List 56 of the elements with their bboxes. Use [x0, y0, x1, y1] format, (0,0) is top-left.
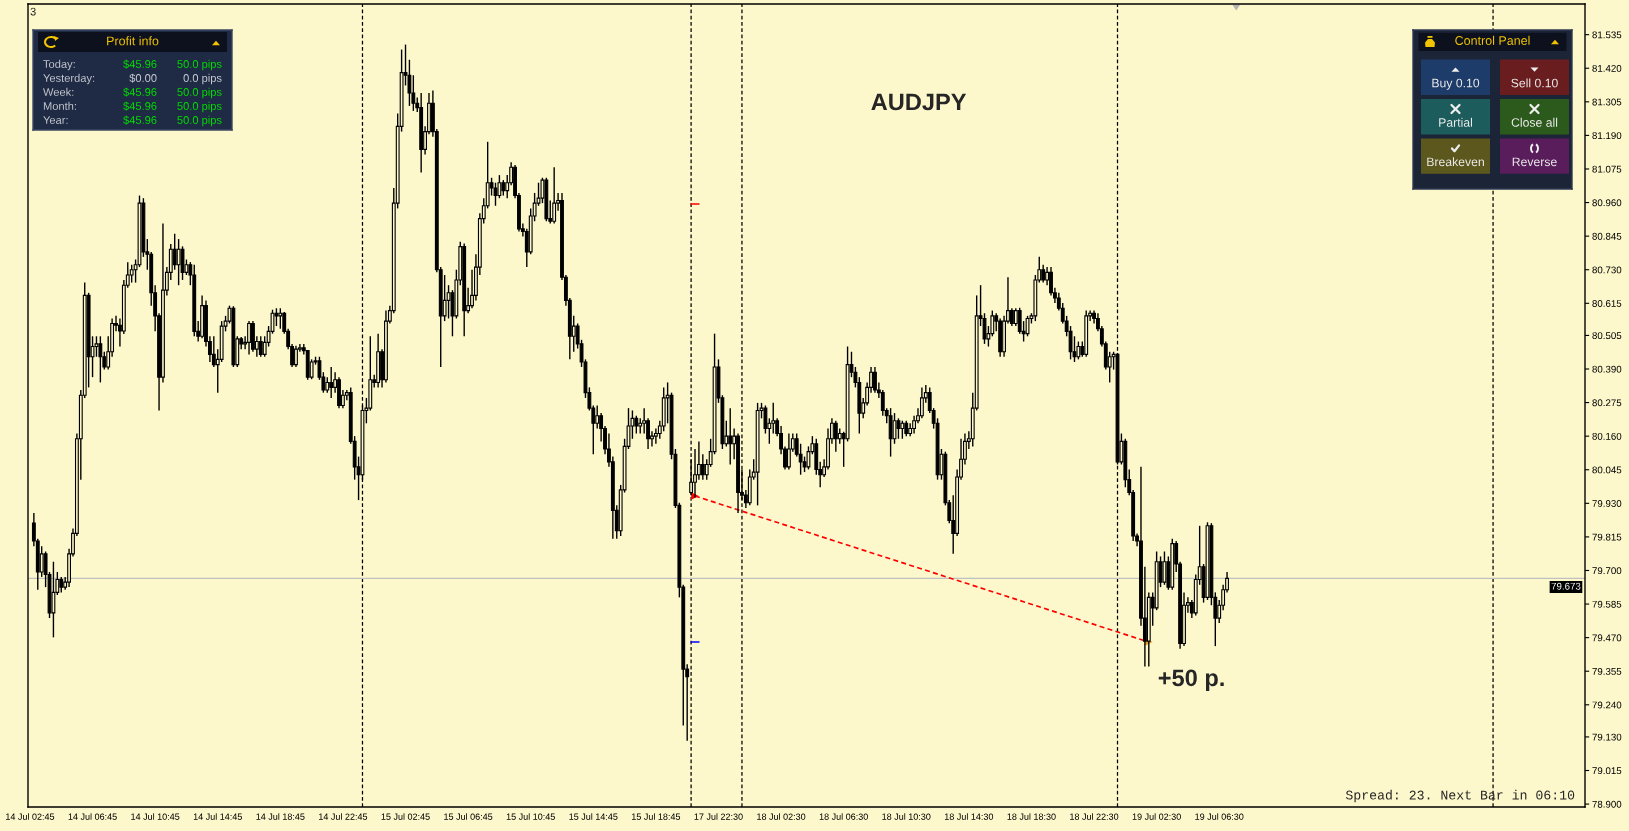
y-tick-label: 81.305 [1592, 98, 1622, 106]
annotation: 3 [30, 7, 36, 16]
x-tick-label: 17 Jul 22:30 [694, 813, 743, 820]
category-label: Breakeven [1427, 157, 1484, 167]
y-tick-label: 80.730 [1592, 266, 1622, 274]
y-tick-label: 79.130 [1592, 733, 1622, 741]
x-tick-label: 14 Jul 14:45 [193, 813, 242, 820]
x-tick-label: 18 Jul 22:30 [1070, 813, 1119, 820]
y-tick-label: 81.190 [1592, 132, 1622, 140]
y-tick-label: 81.535 [1592, 31, 1622, 39]
ref-line-label: 79.673 [1551, 582, 1581, 590]
category-label: Close all [1511, 117, 1558, 127]
y-tick-label: 79.015 [1592, 767, 1622, 775]
x-tick-label: 15 Jul 10:45 [506, 813, 555, 820]
y-tick-label: 80.160 [1592, 432, 1622, 440]
x-tick-label: 15 Jul 14:45 [569, 813, 618, 820]
category-label: Sell 0.10 [1511, 78, 1558, 88]
x-tick-label: 18 Jul 10:30 [882, 813, 931, 820]
x-tick-label: 14 Jul 02:45 [6, 813, 55, 820]
y-tick-label: 78.900 [1592, 800, 1622, 808]
annotation: Spread: 23. Next Bar in 06:10 [1345, 789, 1575, 803]
x-tick-label: 15 Jul 06:45 [444, 813, 493, 820]
y-tick-label: 79.585 [1592, 600, 1622, 608]
x-tick-label: 14 Jul 22:45 [319, 813, 368, 820]
x-tick-label: 18 Jul 14:30 [944, 813, 994, 820]
x-tick-label: 19 Jul 06:30 [1195, 813, 1244, 820]
text: AUDJPY [871, 93, 967, 111]
y-tick-label: 81.420 [1592, 64, 1622, 72]
x-tick-label: 15 Jul 18:45 [631, 813, 681, 820]
y-tick-label: 80.845 [1592, 232, 1622, 240]
x-tick-label: 15 Jul 02:45 [381, 813, 430, 820]
y-tick-label: 79.240 [1592, 701, 1622, 709]
x-tick-label: 18 Jul 06:30 [819, 813, 868, 820]
y-tick-label: 79.930 [1592, 500, 1622, 507]
y-tick-label: 79.355 [1592, 667, 1622, 675]
y-tick-label: 79.815 [1592, 533, 1622, 541]
y-tick-label: 80.505 [1592, 332, 1622, 340]
category-label: Buy 0.10 [1432, 78, 1480, 90]
y-tick-label: 80.615 [1592, 300, 1622, 307]
x-tick-label: 14 Jul 10:45 [131, 813, 180, 820]
x-tick-label: 18 Jul 18:30 [1007, 813, 1056, 820]
y-tick-label: 80.045 [1592, 466, 1622, 474]
x-tick-label: 18 Jul 02:30 [757, 813, 806, 820]
annotation: +50 p. [1158, 669, 1224, 691]
y-tick-label: 80.390 [1592, 365, 1622, 373]
x-tick-label: 19 Jul 02:30 [1132, 813, 1181, 820]
category-label: Partial [1439, 117, 1473, 127]
y-tick-label: 80.275 [1592, 399, 1622, 407]
text: Control Panel [1455, 35, 1530, 45]
y-tick-label: 81.075 [1592, 165, 1622, 173]
category-label: Reverse [1512, 157, 1557, 167]
x-tick-label: 14 Jul 18:45 [256, 813, 305, 820]
y-tick-label: 79.470 [1592, 634, 1622, 642]
y-tick-label: 79.700 [1592, 567, 1622, 575]
x-tick-label: 14 Jul 06:45 [68, 813, 117, 820]
y-tick-label: 80.960 [1592, 199, 1622, 207]
